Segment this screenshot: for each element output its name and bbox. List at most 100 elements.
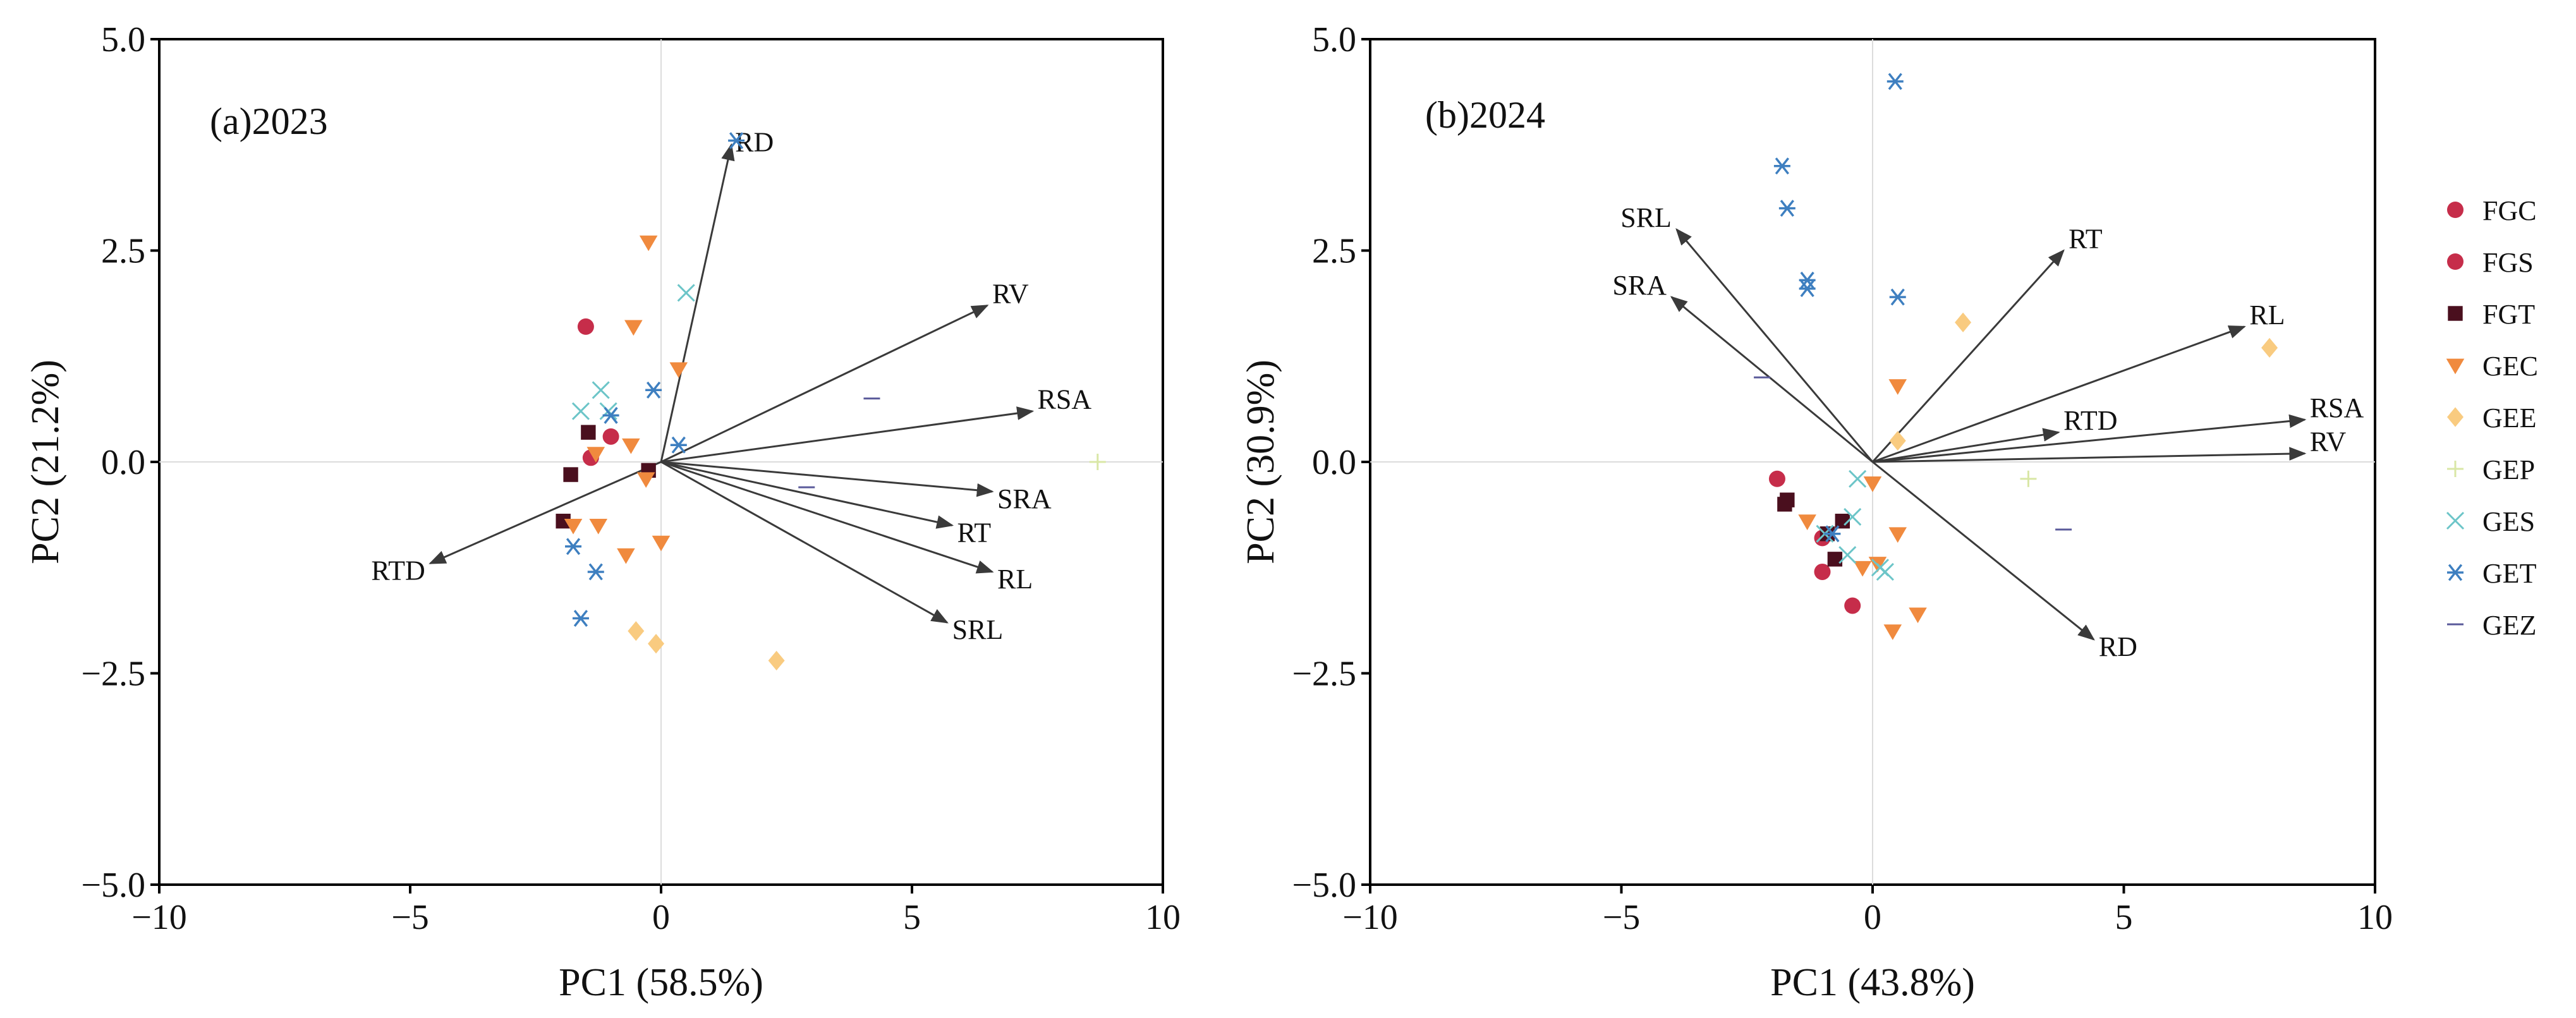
legend-label: FGT	[2482, 299, 2535, 330]
vector-rd	[1872, 461, 2095, 641]
point-fgt	[1827, 552, 1843, 567]
y-axis-title-2024: PC2 (30.9%)	[1239, 360, 1282, 564]
point-get	[1799, 280, 1816, 298]
point-get	[602, 406, 619, 424]
point-get	[1778, 200, 1795, 217]
point-gec	[589, 518, 608, 535]
legend-marker-fgs	[2447, 253, 2464, 270]
point-gec	[639, 235, 658, 251]
y-tick-label: 0.0	[1312, 443, 1356, 482]
point-fgc	[1768, 470, 1785, 487]
vector-rtd	[1872, 428, 2060, 463]
point-get	[572, 610, 589, 627]
panel-2024: SRL SRA RT RL RTD RSA RV RD −10 −5 0 5 10 −5.0 −2.5 0.…	[1239, 20, 2393, 1004]
point-get	[670, 436, 687, 454]
point-gec	[617, 548, 635, 564]
x-tick-label: 5	[2115, 898, 2133, 937]
vector-rt	[660, 461, 954, 529]
x-tick-label: −5	[1603, 898, 1641, 937]
y-tick-label: 5.0	[1312, 20, 1356, 59]
legend-item-gep: GEP	[2447, 454, 2535, 485]
legend-label: GEC	[2482, 351, 2538, 382]
y-axis-title-2023: PC2 (21.2%)	[24, 360, 67, 564]
vector-label-rv: RV	[2310, 427, 2347, 457]
point-fgs	[1844, 597, 1861, 614]
legend-label: GEZ	[2482, 610, 2537, 641]
point-gec	[586, 447, 605, 463]
point-fgt	[556, 513, 571, 529]
x-axis-title-2024: PC1 (43.8%)	[1770, 961, 1975, 1004]
vector-rl	[1872, 325, 2246, 463]
point-fgt	[1835, 513, 1850, 529]
legend-item-gec: GEC	[2446, 351, 2538, 382]
legend-label: FGS	[2482, 247, 2534, 278]
point-gec	[1883, 624, 1902, 640]
vector-label-rt: RT	[957, 517, 992, 548]
vector-sra	[1670, 296, 1873, 463]
legend-item-gez: GEZ	[2447, 610, 2537, 641]
point-gee	[2261, 337, 2278, 358]
vector-label-rt: RT	[2069, 224, 2103, 255]
legend-marker-fgt	[2448, 306, 2463, 321]
legend-label: GEE	[2482, 403, 2537, 433]
point-get	[1886, 73, 1904, 90]
vector-rl	[660, 461, 994, 574]
point-get	[1773, 157, 1790, 175]
vector-rtd	[428, 461, 662, 564]
point-ges	[1849, 470, 1867, 488]
point-gec	[1863, 476, 1882, 492]
point-gep	[1089, 454, 1106, 470]
vector-label-sra: SRA	[1612, 270, 1667, 301]
point-gee	[768, 650, 785, 671]
legend-marker-get	[2447, 564, 2464, 581]
point-gec	[1888, 379, 1907, 395]
vector-sra	[660, 461, 994, 497]
vector-label-rtd: RTD	[2063, 405, 2117, 436]
y-tick-label: −5.0	[1292, 866, 1356, 905]
legend-marker-fgc	[2447, 202, 2464, 218]
point-get	[728, 132, 745, 149]
legend: FGC FGS FGT GEC GEE GEP GES GET GEZ	[2446, 195, 2538, 641]
point-gec	[1909, 607, 1927, 624]
point-ges	[1844, 507, 1862, 526]
vector-label-sra: SRA	[997, 483, 1052, 514]
vector-rd	[660, 143, 735, 463]
axis-ticks-2023: −10 −5 0 5 10 −5.0 −2.5 0.0 2.5 5.0	[81, 20, 1181, 937]
point-fgt	[1777, 497, 1792, 512]
panel-title-2023: (a)2023	[210, 100, 328, 142]
point-get	[565, 538, 582, 555]
y-tick-label: −2.5	[1292, 655, 1356, 694]
point-gec	[1888, 527, 1907, 543]
y-tick-label: 0.0	[101, 443, 145, 482]
point-ges	[1838, 546, 1857, 564]
vector-rv	[660, 305, 989, 463]
point-gec	[1798, 514, 1816, 530]
vector-rt	[1871, 249, 2065, 463]
loading-vectors-2024: SRL SRA RT RL RTD RSA RV RD	[1612, 202, 2364, 662]
point-gec	[622, 438, 640, 454]
point-gee	[628, 621, 645, 641]
x-tick-label: −10	[131, 898, 187, 937]
legend-item-ges: GES	[2446, 506, 2535, 537]
vector-label-rl: RL	[2249, 300, 2285, 330]
vector-label-rsa: RSA	[2310, 392, 2364, 423]
point-ges	[592, 381, 610, 399]
point-gee	[648, 634, 665, 654]
legend-label: GES	[2482, 506, 2535, 537]
point-fgs	[1814, 563, 1831, 580]
point-fgt	[563, 467, 578, 482]
point-fgc	[602, 428, 619, 445]
vector-label-srl: SRL	[952, 614, 1004, 645]
vector-rsa	[1872, 414, 2307, 463]
point-get	[645, 381, 662, 399]
point-get	[1799, 271, 1816, 289]
point-gec	[564, 518, 583, 535]
scatter-points-2023	[556, 132, 1106, 671]
vector-label-rl: RL	[997, 564, 1033, 595]
vector-label-rv: RV	[992, 278, 1029, 309]
x-tick-label: 0	[652, 898, 670, 937]
x-tick-label: −5	[391, 898, 429, 937]
point-gec	[1853, 561, 1872, 577]
